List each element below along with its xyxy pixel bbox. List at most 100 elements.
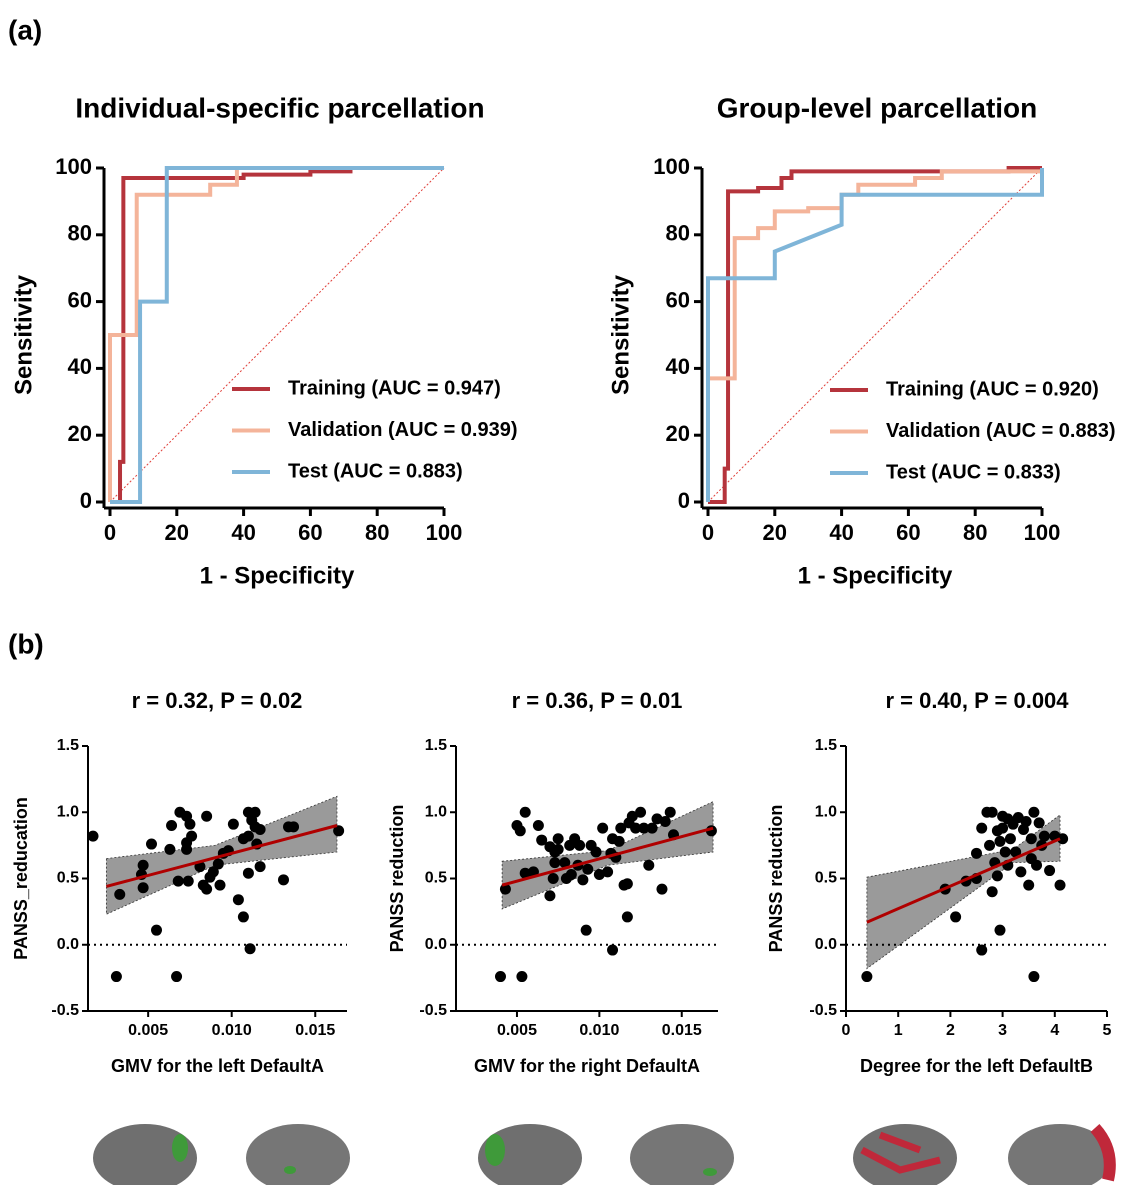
scatter-point [994, 924, 1006, 936]
legend-label: Test (AUC = 0.883) [288, 460, 463, 482]
chart: r = 0.32, P = 0.02 GMV for the left Defau… [11, 688, 347, 1076]
scatter-point [207, 866, 219, 878]
scatter-point [626, 810, 638, 822]
y-tick-label: 1.5 [425, 737, 447, 754]
scatter-point [186, 830, 198, 842]
brain [630, 1124, 734, 1185]
scatter-point [151, 924, 163, 936]
scatter-point [516, 971, 528, 983]
brain-images [93, 1123, 1116, 1185]
scatter-point [621, 878, 633, 890]
x-tick-label: 0.010 [579, 1022, 619, 1039]
y-tick-label: -0.5 [809, 1002, 837, 1019]
scatter-point [137, 882, 149, 894]
x-tick-label: 0 [702, 520, 714, 545]
brain-region [172, 1134, 188, 1162]
y-tick-label: 40 [68, 354, 92, 379]
x-tick-label: 80 [963, 520, 987, 545]
x-tick-label: 100 [1024, 520, 1061, 545]
scatter-point [184, 818, 196, 830]
scatter-point [519, 806, 531, 818]
chart: r = 0.36, P = 0.01 GMV for the right Defa… [387, 688, 718, 1076]
x-axis-label: Degree for the left DefaultB [860, 1056, 1093, 1076]
scatter-point [1010, 846, 1022, 858]
scatter-point [494, 971, 506, 983]
scatter-point [1023, 879, 1035, 891]
y-tick-label: 0.0 [57, 936, 79, 953]
scatter-point [249, 806, 261, 818]
scatter-point [590, 846, 602, 858]
scatter-point [536, 834, 548, 846]
x-axis-label: GMV for the right DefaultA [474, 1056, 700, 1076]
y-tick-label: 80 [666, 221, 690, 246]
scatter-point [166, 820, 178, 831]
scatter-point [288, 821, 300, 833]
scatter-point [630, 822, 642, 834]
scatter-point [547, 873, 559, 884]
x-tick-label: 0.015 [662, 1022, 702, 1039]
scatter-point [278, 874, 290, 886]
scatter-point [861, 971, 873, 983]
y-tick-label: 1.0 [815, 803, 837, 820]
x-tick-label: 4 [1050, 1022, 1059, 1039]
scatter-point [615, 822, 627, 834]
scatter-point [1004, 833, 1016, 845]
x-tick-label: 1 [894, 1022, 903, 1039]
scatter-point [172, 875, 184, 887]
x-tick-label: 20 [165, 520, 189, 545]
y-tick-label: 0.5 [57, 870, 79, 887]
scatter-point [182, 875, 194, 887]
x-tick-label: 2 [946, 1022, 955, 1039]
scatter-point [532, 820, 544, 831]
reference-diagonal [707, 167, 1043, 503]
brain-region [1090, 1123, 1116, 1182]
brain [93, 1124, 197, 1185]
y-tick-label: 100 [653, 154, 690, 179]
scatter-point [333, 825, 345, 837]
scatter-point [602, 866, 614, 878]
scatter-point [549, 857, 561, 869]
scatter-point [582, 863, 594, 875]
chart-title: r = 0.36, P = 0.01 [512, 688, 683, 713]
scatter-point [242, 830, 254, 842]
x-tick-label: 60 [896, 520, 920, 545]
scatter-point [242, 867, 254, 879]
scatter-point [212, 858, 224, 870]
scatter-point [635, 806, 647, 818]
y-tick-label: 20 [666, 421, 690, 446]
x-tick-label: 20 [763, 520, 787, 545]
x-tick-label: 0.005 [128, 1022, 168, 1039]
brain-region [485, 1134, 505, 1166]
y-tick-label: -0.5 [419, 1002, 447, 1019]
scatter-point [991, 870, 1003, 882]
scatter-point [514, 825, 526, 837]
y-tick-label: 1.5 [815, 737, 837, 754]
scatter-point [994, 835, 1006, 847]
scatter-point [145, 838, 157, 850]
y-tick-label: 0.0 [425, 936, 447, 953]
y-tick-label: 1.0 [57, 803, 79, 820]
brain-region [284, 1166, 296, 1174]
scatter-point [984, 839, 996, 851]
roc-curve [706, 168, 1044, 502]
legend-label: Training (AUC = 0.920) [886, 378, 1099, 400]
brain [246, 1124, 350, 1185]
scatter-point [164, 843, 176, 855]
x-axis-label: 1 - Specificity [200, 562, 355, 589]
scatter-point [664, 806, 676, 818]
x-tick-label: 3 [998, 1022, 1007, 1039]
y-tick-label: 0.0 [815, 936, 837, 953]
y-axis-label: PANSS reduction [766, 805, 786, 953]
scatter-point [171, 971, 183, 983]
scatter-point [999, 846, 1011, 858]
scatter-point [577, 874, 589, 886]
scatter-point [643, 859, 655, 871]
y-axis-label: PANSS_reducation [11, 797, 31, 960]
scatter-point [621, 911, 633, 923]
panel-label: (b) [8, 628, 44, 659]
chart-title: r = 0.40, P = 0.004 [885, 688, 1069, 713]
scatter-point [1025, 853, 1037, 865]
scatter-point [597, 822, 609, 834]
scatter-point [607, 944, 619, 956]
scatter-point [986, 886, 998, 898]
